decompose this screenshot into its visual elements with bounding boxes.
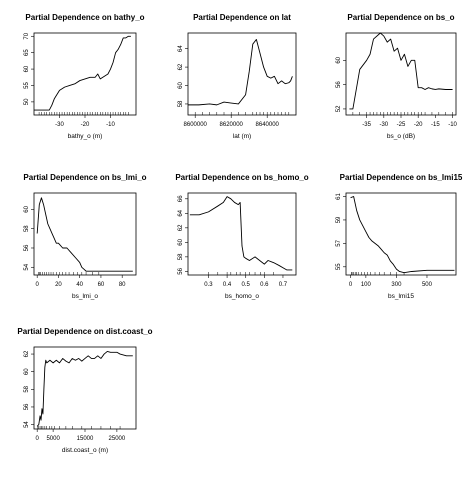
y-tick-label: 58 — [24, 385, 30, 392]
chart-title: Partial Dependence on bs_o — [347, 13, 454, 22]
plot-frame — [33, 192, 137, 276]
y-tick-label: 56 — [24, 244, 30, 251]
x-tick-label: 500 — [422, 282, 433, 288]
x-tick-label: 60 — [98, 282, 105, 288]
x-axis-label: lat (m) — [233, 133, 251, 140]
chart-title: Partial Dependence on bs_homo_o — [175, 173, 308, 182]
chart-title: Partial Dependence on bs_lmi_o — [23, 173, 146, 182]
y-tick-label: 60 — [24, 205, 30, 212]
chart-panel: Partial Dependence on bs_o -35 -30 -25 -20 -1… — [336, 13, 458, 140]
x-tick-label: -20 — [81, 122, 90, 128]
x-tick-label: 0.5 — [242, 282, 251, 288]
x-tick-label: 0 — [36, 282, 40, 288]
chart-title: Partial Dependence on bathy_o — [25, 13, 144, 22]
y-tick-label: 60 — [178, 82, 184, 89]
x-tick-label: 25000 — [109, 436, 126, 442]
x-tick-label: 8640000 — [256, 122, 280, 128]
chart-panel: Partial Dependence on bathy_o -30 -20 -10 50… — [24, 13, 145, 140]
y-tick-label: 64 — [178, 209, 184, 216]
y-tick-label: 56 — [178, 267, 184, 274]
chart-title: Partial Dependence on lat — [193, 13, 291, 22]
partial-dependence-line — [36, 350, 133, 427]
x-tick-label: 100 — [361, 282, 372, 288]
partial-dependence-line — [189, 196, 293, 271]
y-tick-label: 70 — [24, 32, 30, 39]
x-tick-label: -10 — [448, 122, 457, 128]
x-tick-label: -25 — [397, 122, 406, 128]
x-tick-label: -15 — [431, 122, 440, 128]
x-tick-label: 15000 — [77, 436, 94, 442]
y-tick-label: 56 — [336, 81, 342, 88]
x-tick-label: -10 — [106, 122, 115, 128]
y-tick-label: 64 — [178, 45, 184, 52]
y-tick-label: 54 — [24, 263, 30, 270]
y-tick-label: 58 — [178, 100, 184, 107]
x-tick-label: 80 — [119, 282, 126, 288]
x-tick-label: -20 — [414, 122, 423, 128]
y-tick-label: 56 — [24, 403, 30, 410]
y-tick-label: 60 — [178, 238, 184, 245]
y-tick-label: 60 — [24, 65, 30, 72]
chart-title: Partial Dependence on dist.coast_o — [17, 327, 152, 336]
x-tick-label: 40 — [76, 282, 83, 288]
chart-panel: Partial Dependence on bs_lmi15 0 100 300 500… — [336, 173, 463, 300]
plot-frame — [345, 32, 457, 116]
y-tick-label: 50 — [24, 98, 30, 105]
x-axis-label: bs_lmi15 — [388, 293, 414, 300]
chart-title: Partial Dependence on bs_lmi15 — [340, 173, 463, 182]
y-tick-label: 59 — [336, 216, 342, 223]
x-tick-label: 300 — [391, 282, 402, 288]
y-tick-label: 60 — [336, 56, 342, 63]
plot-frame — [187, 32, 297, 116]
partial-dependence-line — [36, 197, 133, 272]
y-tick-label: 58 — [24, 225, 30, 232]
y-tick-label: 66 — [178, 195, 184, 202]
chart-panel: Partial Dependence on dist.coast_o 0 5000 1… — [17, 327, 152, 454]
y-tick-label: 62 — [178, 63, 184, 70]
x-axis-label: bs_homo_o — [225, 293, 259, 300]
partial-dependence-line — [350, 196, 455, 274]
chart-panel: Partial Dependence on lat 8600000 8620000 8… — [178, 13, 297, 140]
x-tick-label: 0.6 — [260, 282, 269, 288]
x-tick-label: 20 — [55, 282, 62, 288]
x-tick-label: 0 — [36, 436, 40, 442]
y-tick-label: 58 — [178, 253, 184, 260]
x-tick-label: -35 — [362, 122, 371, 128]
x-tick-label: 5000 — [46, 436, 60, 442]
x-tick-label: 0 — [349, 282, 353, 288]
x-tick-label: 0.7 — [279, 282, 288, 288]
partial-dependence-line — [34, 35, 131, 111]
x-tick-label: 0.3 — [204, 282, 213, 288]
x-tick-label: -30 — [379, 122, 388, 128]
plot-frame — [33, 346, 137, 430]
y-tick-label: 62 — [24, 350, 30, 357]
y-tick-label: 65 — [24, 49, 30, 56]
y-tick-label: 62 — [178, 224, 184, 231]
plot-frame — [345, 192, 457, 276]
y-tick-label: 52 — [336, 105, 342, 112]
y-tick-label: 57 — [336, 239, 342, 246]
x-axis-label: bs_o (dB) — [387, 133, 415, 140]
y-tick-label: 55 — [336, 263, 342, 270]
x-tick-label: 0.4 — [223, 282, 232, 288]
x-tick-label: -30 — [55, 122, 64, 128]
partial-dependence-line — [349, 32, 453, 110]
y-tick-label: 54 — [24, 421, 30, 428]
y-tick-label: 61 — [336, 193, 342, 200]
x-axis-label: bathy_o (m) — [68, 133, 103, 140]
chart-panel: Partial Dependence on bs_lmi_o 0 20 40 60 80 5… — [23, 173, 146, 300]
y-tick-label: 60 — [24, 368, 30, 375]
x-axis-label: dist.coast_o (m) — [62, 447, 108, 454]
x-tick-label: 8600000 — [184, 122, 208, 128]
x-tick-label: 8620000 — [220, 122, 244, 128]
y-tick-label: 55 — [24, 81, 30, 88]
chart-panel: Partial Dependence on bs_homo_o 0.3 0.4 0.5… — [175, 173, 308, 300]
plot-frame — [187, 192, 297, 276]
partial-dependence-line — [188, 39, 293, 106]
x-axis-label: bs_lmi_o — [72, 293, 98, 300]
